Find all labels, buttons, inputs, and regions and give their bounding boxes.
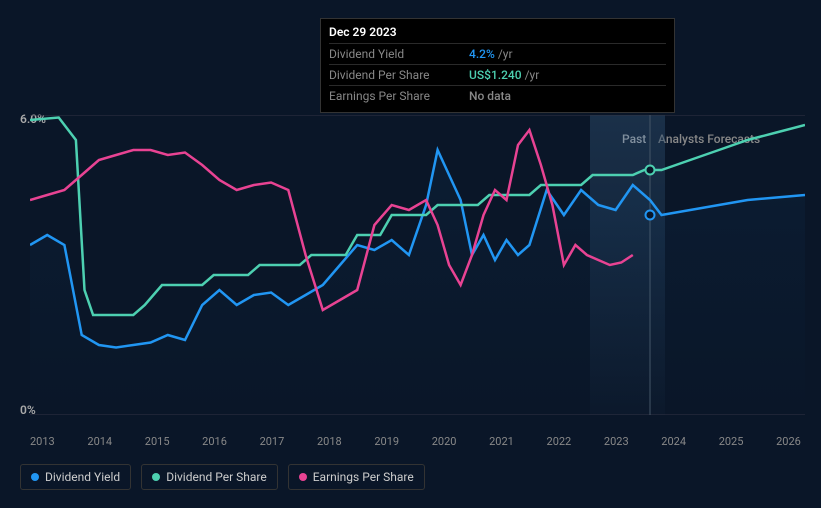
tooltip-row-unit: /yr [498,47,513,61]
tooltip-row-label: Dividend Yield [329,47,469,61]
tooltip-row-value: 4.2% [469,47,495,61]
xaxis-tick: 2023 [604,435,629,448]
xaxis-tick: 2022 [547,435,572,448]
tooltip-row: Dividend Yield4.2%/yr [329,43,666,64]
legend-dot [31,473,39,481]
xaxis-tick: 2015 [145,435,170,448]
xaxis-tick: 2013 [30,435,55,448]
xaxis-tick: 2018 [317,435,342,448]
xaxis-tick: 2021 [489,435,514,448]
xaxis-tick: 2026 [776,435,801,448]
xaxis-tick: 2019 [374,435,399,448]
xaxis-labels: 2013 2014 2015 2016 2017 2018 2019 2020 2021 2022… [30,435,801,448]
xaxis-tick: 2025 [719,435,744,448]
chart-container: Dec 29 2023 Dividend Yield4.2%/yrDividen… [0,0,821,508]
xaxis-tick: 2020 [432,435,457,448]
legend-label: Earnings Per Share [313,470,414,484]
series-marker [646,211,655,220]
tooltip-row-label: Earnings Per Share [329,89,469,103]
xaxis-tick: 2017 [260,435,285,448]
xaxis-tick: 2016 [202,435,227,448]
legend-item[interactable]: Dividend Yield [20,464,131,490]
tooltip-row-value: US$1.240 [469,68,522,82]
legend-item[interactable]: Earnings Per Share [288,464,425,490]
tooltip-row-value: No data [469,89,511,103]
tooltip-row-label: Dividend Per Share [329,68,469,82]
tooltip-row: Dividend Per ShareUS$1.240/yr [329,64,666,85]
xaxis-tick: 2024 [661,435,686,448]
legend-label: Dividend Yield [45,470,120,484]
legend: Dividend Yield Dividend Per Share Earnings… [20,464,425,490]
tooltip-row-unit: /yr [525,68,540,82]
xaxis-tick: 2014 [87,435,112,448]
tooltip: Dec 29 2023 Dividend Yield4.2%/yrDividen… [320,18,675,113]
chart-plot[interactable] [30,115,805,415]
tooltip-date: Dec 29 2023 [329,25,666,43]
tooltip-row: Earnings Per ShareNo data [329,85,666,106]
legend-item[interactable]: Dividend Per Share [141,464,278,490]
series-marker [646,166,655,175]
legend-dot [152,473,160,481]
legend-label: Dividend Per Share [166,470,267,484]
series-area [30,150,805,415]
legend-dot [299,473,307,481]
